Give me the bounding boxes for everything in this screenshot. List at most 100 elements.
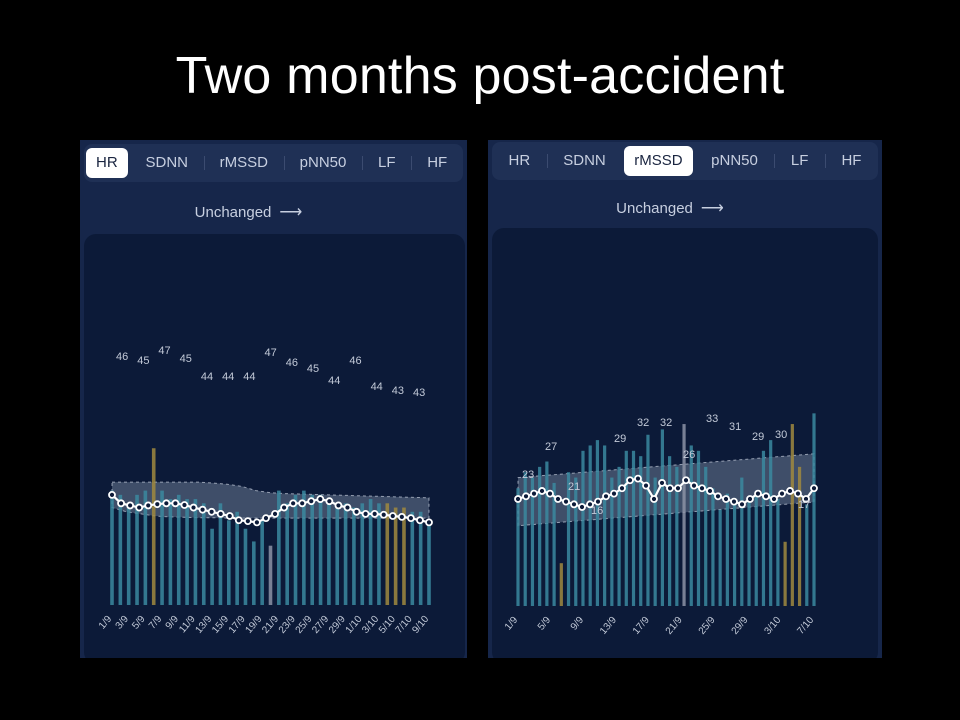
trend-point xyxy=(162,499,171,508)
x-tick-label: 7/10 xyxy=(795,615,816,637)
bar xyxy=(610,477,614,606)
trend-status: Unchanged ⟶ xyxy=(80,202,467,222)
x-tick-label: 15/9 xyxy=(210,614,231,636)
arrow-right-icon: ⟶ xyxy=(279,204,303,221)
trend-point xyxy=(706,487,714,495)
trend-point xyxy=(334,501,343,510)
trend-point xyxy=(666,484,674,493)
trend-point xyxy=(352,507,361,516)
rmssd-chart: 23 27 21 16 29 32 32 26 33 31 29 30 17 1/9 5/9 9/9 13/9 1… xyxy=(503,413,818,637)
x-tick-label: 1/9 xyxy=(503,615,521,633)
bar xyxy=(277,490,281,605)
bar xyxy=(740,477,744,606)
trend-point xyxy=(397,512,406,521)
bar xyxy=(410,511,415,605)
trend-point xyxy=(786,487,794,495)
bar xyxy=(226,520,231,605)
trend-point xyxy=(198,505,207,514)
trend-point xyxy=(262,514,270,523)
trend-point xyxy=(316,495,325,503)
bar xyxy=(653,477,657,606)
x-tick-label: 7/10 xyxy=(394,614,415,636)
trend-point xyxy=(762,492,770,501)
x-tick-label: 7/9 xyxy=(147,614,165,632)
bar xyxy=(168,499,173,605)
trend-point xyxy=(594,497,602,506)
bar xyxy=(327,499,331,605)
tab-rmssd[interactable]: rMSSD xyxy=(624,146,693,176)
bar xyxy=(176,494,181,605)
tab-pnn50[interactable]: pNN50 xyxy=(711,152,758,169)
x-tick-label: 3/10 xyxy=(360,614,381,636)
trend-point xyxy=(289,499,298,508)
trend-point xyxy=(370,510,379,518)
point-value-label: 30 xyxy=(775,429,787,441)
tab-sdnn[interactable]: SDNN xyxy=(145,154,189,171)
trend-point xyxy=(802,495,810,503)
bar xyxy=(776,498,780,606)
trend-point xyxy=(225,512,234,520)
tab-hf[interactable]: HF xyxy=(411,148,463,178)
bar xyxy=(393,507,398,605)
trend-point xyxy=(298,499,307,508)
bar xyxy=(377,503,381,605)
point-value-label: 43 xyxy=(413,387,425,399)
tab-hr[interactable]: HR xyxy=(86,148,128,178)
bar xyxy=(293,494,298,605)
trend-point xyxy=(626,476,634,485)
tab-sdnn[interactable]: SDNN xyxy=(546,146,623,176)
trend-point xyxy=(379,510,388,519)
tab-lf[interactable]: LF xyxy=(362,148,411,178)
point-value-label: 29 xyxy=(752,431,764,443)
bar xyxy=(783,541,787,606)
bar xyxy=(352,507,356,605)
bar xyxy=(252,541,256,605)
trend-point xyxy=(610,489,618,498)
tab-pnn50[interactable]: pNN50 xyxy=(283,148,362,178)
trend-status-text: Unchanged xyxy=(194,204,272,221)
x-tick-label: 5/9 xyxy=(536,615,554,633)
bar xyxy=(754,493,758,606)
bar xyxy=(581,450,585,606)
point-value-label: 32 xyxy=(637,417,649,429)
bar xyxy=(696,450,701,606)
tab-hf[interactable]: HF xyxy=(824,146,878,176)
bar xyxy=(201,503,206,605)
trend-point xyxy=(144,501,153,510)
bar xyxy=(268,545,273,605)
tab-lf[interactable]: LF xyxy=(774,146,825,176)
trend-point xyxy=(538,487,546,495)
bar xyxy=(646,434,650,606)
trend-point xyxy=(754,489,762,498)
tab-rmssd[interactable]: rMSSD xyxy=(203,148,284,178)
bar xyxy=(530,477,535,606)
trend-point xyxy=(207,507,216,516)
bar xyxy=(235,511,239,605)
bar xyxy=(761,450,766,606)
trend-point xyxy=(658,479,666,487)
x-tick-label: 29/9 xyxy=(730,615,751,637)
trend-point xyxy=(416,516,424,525)
bar xyxy=(402,507,406,605)
bar xyxy=(711,488,715,606)
bar xyxy=(118,494,123,605)
trend-point xyxy=(642,481,650,490)
metric-tab-bar: HR SDNN rMSSD pNN50 LF HF xyxy=(492,142,878,180)
bar xyxy=(343,503,348,605)
bar xyxy=(545,461,549,606)
trend-point xyxy=(578,503,586,511)
bar xyxy=(427,520,431,605)
bar xyxy=(302,490,306,605)
bar xyxy=(639,456,643,606)
arrow-right-icon: ⟶ xyxy=(700,200,724,217)
point-value-label: 46 xyxy=(286,357,298,369)
trend-point xyxy=(746,495,754,503)
tab-hr[interactable]: HR xyxy=(508,152,531,169)
x-tick-label: 23/9 xyxy=(277,614,298,636)
trend-status-text: Unchanged xyxy=(616,200,693,217)
point-value-label: 23 xyxy=(522,469,534,481)
point-value-label: 29 xyxy=(614,433,626,445)
bar xyxy=(668,456,672,606)
trend-point xyxy=(425,518,433,527)
point-value-label: 46 xyxy=(116,351,128,363)
